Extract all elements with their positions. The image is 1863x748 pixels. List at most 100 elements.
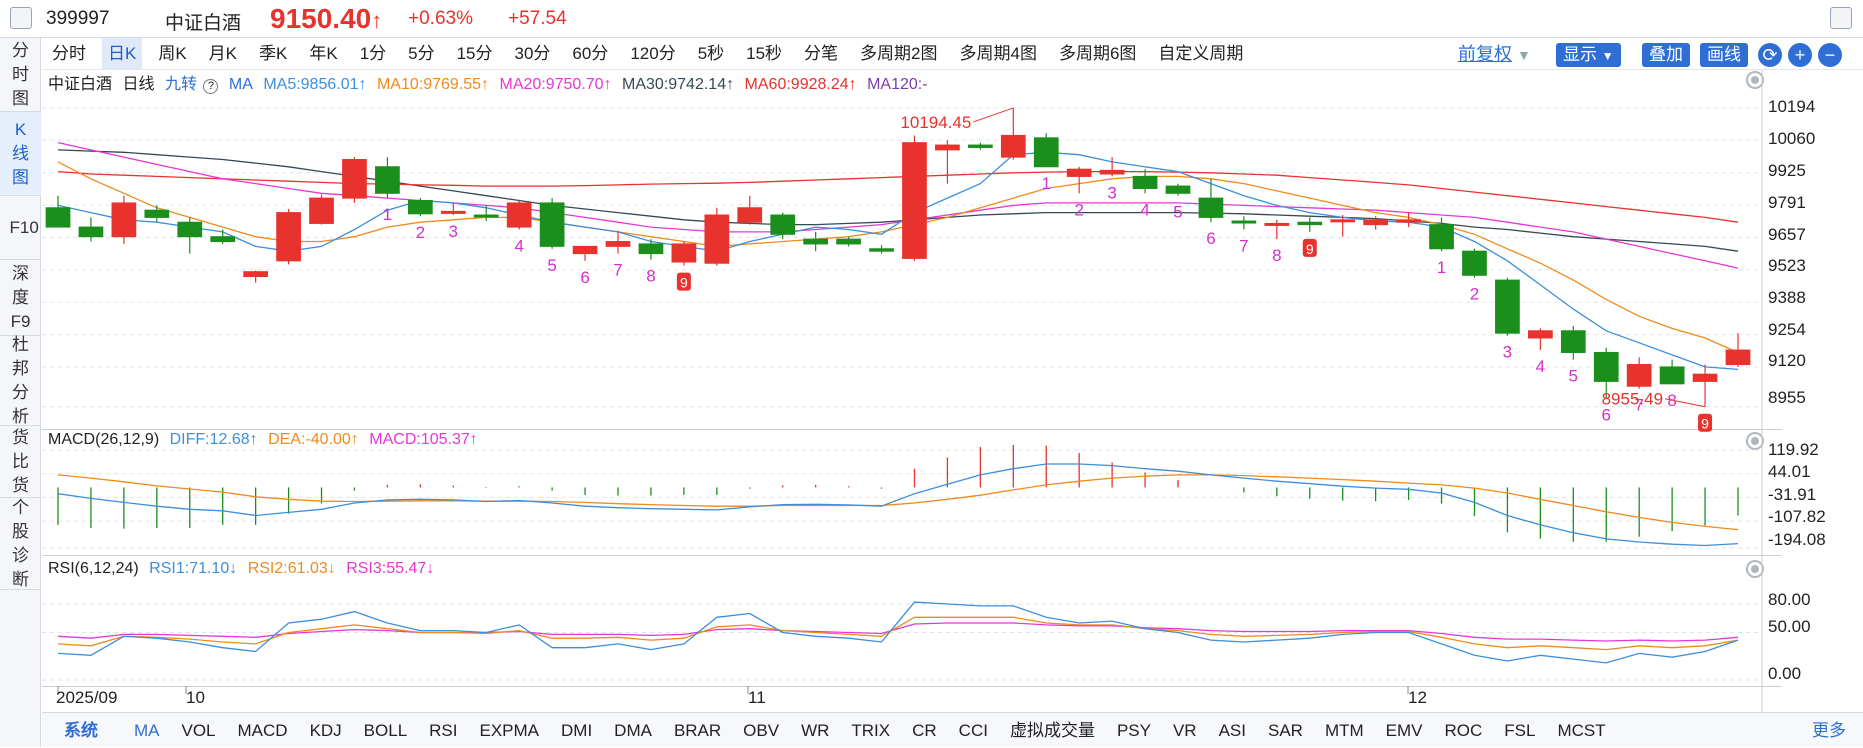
period-tab-17[interactable]: 多周期6图 (1058, 44, 1137, 63)
candle-body (836, 238, 861, 245)
indicator-tab-1[interactable]: MA (133, 721, 160, 740)
indicator-tab-4[interactable]: KDJ (309, 721, 342, 740)
side-tab-2[interactable]: F10 (0, 196, 41, 260)
side-tab-label: 货比货 (12, 427, 29, 495)
settings-gear-icon[interactable] (1746, 560, 1764, 578)
period-tab-13[interactable]: 15秒 (746, 44, 783, 63)
period-tab-9[interactable]: 30分 (514, 44, 551, 63)
rsi-tick-label: 0.00 (1768, 664, 1802, 683)
period-tab-16[interactable]: 多周期4图 (959, 44, 1037, 63)
indicator-tab-14[interactable]: CR (912, 721, 937, 740)
period-tab-11[interactable]: 120分 (630, 44, 676, 63)
indicator-tab-15[interactable]: CCI (958, 721, 988, 740)
candle-body (902, 142, 927, 259)
indicator-tab-16[interactable]: 虚拟成交量 (1009, 721, 1095, 740)
period-tab-18[interactable]: 自定义周期 (1158, 44, 1244, 63)
period-tab-4[interactable]: 季K (259, 44, 288, 63)
overlay-button[interactable]: 叠加 (1642, 43, 1690, 67)
td-count-label: 5 (1173, 203, 1182, 222)
kline-chart[interactable]: 12345678912345678912345678910194.458955.… (0, 0, 1863, 712)
td-count-label: 4 (1536, 357, 1545, 376)
td-nine-badge (676, 272, 691, 291)
display-button[interactable]: 显示 ▼ (1556, 43, 1621, 67)
candle-body (440, 210, 466, 214)
period-tab-12[interactable]: 5秒 (697, 44, 725, 63)
legend-macd-name[interactable]: MACD(26,12,9) (48, 431, 160, 448)
dea-line (57, 474, 1739, 531)
candle-body (539, 202, 565, 247)
refresh-icon[interactable]: ⟳ (1758, 43, 1782, 67)
indicator-tab-18[interactable]: VR (1172, 721, 1197, 740)
indicator-tab-25[interactable]: MCST (1557, 721, 1606, 740)
side-tab-6[interactable]: 个股诊断 (0, 498, 41, 590)
period-tab-1[interactable]: 日K (101, 38, 143, 70)
indicator-tab-6[interactable]: RSI (429, 721, 458, 740)
indicator-tab-5[interactable]: BOLL (363, 721, 408, 740)
macd-tick-label: -31.91 (1768, 485, 1817, 504)
period-tab-10[interactable]: 60分 (572, 44, 609, 63)
ma60-line (57, 170, 1739, 223)
indicator-tab-3[interactable]: MACD (237, 721, 288, 740)
ma10-line (57, 161, 1739, 354)
period-tab-3[interactable]: 月K (208, 44, 238, 63)
settings-gear-icon[interactable] (1746, 432, 1764, 450)
period-tab-8[interactable]: 15分 (456, 44, 493, 63)
period-tab-2[interactable]: 周K (158, 44, 187, 63)
indicator-tab-17[interactable]: PSY (1116, 721, 1151, 740)
side-tab-0[interactable]: 分时图 (0, 38, 41, 112)
indicator-tab-21[interactable]: MTM (1324, 721, 1364, 740)
help-icon[interactable]: ? (203, 79, 219, 94)
indicator-tab-7[interactable]: EXPMA (479, 721, 540, 740)
indicator-tab-2[interactable]: VOL (181, 721, 216, 740)
period-tab-14[interactable]: 分笔 (804, 44, 839, 63)
td-count-label: 6 (1602, 405, 1611, 424)
legend-period: 日线 (122, 76, 155, 93)
indicator-tab-11[interactable]: OBV (743, 721, 780, 740)
td-count-label: 9 (680, 275, 688, 291)
legend-td-indicator[interactable]: 九转 (164, 76, 197, 93)
macd-tick-label: 119.92 (1768, 440, 1819, 459)
more-indicators-link[interactable]: 更多 (1812, 721, 1846, 740)
indicator-tab-24[interactable]: FSL (1504, 721, 1536, 740)
candle-body (869, 248, 894, 252)
period-tab-0[interactable]: 分时 (52, 44, 86, 63)
indicator-tab-20[interactable]: SAR (1267, 721, 1303, 740)
panel-toggle-button[interactable] (1830, 7, 1852, 29)
period-tab-5[interactable]: 年K (309, 44, 338, 63)
zoom-out-icon[interactable]: − (1818, 43, 1842, 67)
ma30-line (57, 149, 1739, 252)
legend-ma10: MA10:9769.55↑ (376, 76, 490, 93)
indicator-tab-9[interactable]: DMA (614, 721, 652, 740)
period-tab-15[interactable]: 多周期2图 (860, 44, 938, 63)
indicator-tab-23[interactable]: ROC (1444, 721, 1483, 740)
indicator-tab-19[interactable]: ASI (1218, 721, 1246, 740)
side-tab-1[interactable]: K线图 (0, 112, 41, 196)
indicator-tab-13[interactable]: TRIX (851, 721, 891, 740)
candle-body (144, 209, 170, 218)
draw-button[interactable]: 画线 (1700, 43, 1748, 67)
side-tab-5[interactable]: 货比货 (0, 426, 41, 498)
indicator-tab-12[interactable]: WR (801, 721, 830, 740)
candle-body (1462, 250, 1487, 276)
indicator-tab-0[interactable]: 系统 (64, 721, 98, 740)
adjust-mode-dropdown[interactable]: 前复权 ▼ (1458, 44, 1531, 64)
price-tick-label: 10194 (1768, 97, 1816, 116)
indicator-tab-22[interactable]: EMV (1385, 721, 1423, 740)
indicator-tab-10[interactable]: BRAR (673, 721, 722, 740)
period-tab-6[interactable]: 1分 (359, 44, 387, 63)
zoom-in-icon[interactable]: + (1788, 43, 1812, 67)
indicator-tab-8[interactable]: DMI (561, 721, 593, 740)
sidebar-toggle-button[interactable] (10, 7, 32, 29)
side-tab-3[interactable]: 深度F9 (0, 260, 41, 336)
candle-body (671, 243, 697, 263)
price-tick-label: 9791 (1768, 193, 1806, 212)
date-tick-label: 12 (1408, 688, 1427, 707)
legend-ma-label[interactable]: MA (228, 76, 253, 93)
td-count-label: 3 (449, 222, 458, 241)
side-tab-4[interactable]: 杜邦分析 (0, 335, 41, 426)
candle-body (1495, 279, 1520, 334)
period-tab-7[interactable]: 5分 (408, 44, 435, 63)
settings-gear-icon[interactable] (1746, 71, 1764, 89)
legend-rsi-name[interactable]: RSI(6,12,24) (48, 560, 139, 577)
candle-body (1527, 330, 1553, 339)
